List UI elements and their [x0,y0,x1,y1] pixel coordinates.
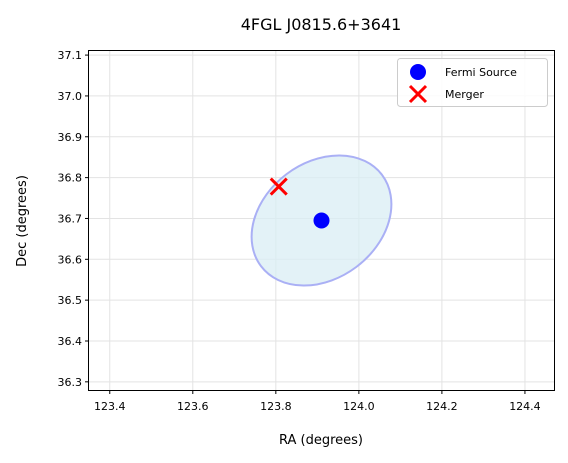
y-tick-label: 36.3 [58,376,83,389]
plot-frame [88,50,555,391]
data-marks [269,177,330,229]
merger-point [269,177,288,196]
x-tick-label: 124.2 [426,400,458,413]
x-tick-label: 123.8 [260,400,292,413]
x-tick-label: 124.4 [509,400,541,413]
legend-entries: Fermi Source Merger [408,64,517,104]
y-tick-label: 36.9 [58,131,83,144]
legend-label: Fermi Source [445,66,517,79]
y-tick-label: 36.5 [58,294,83,307]
legend-marker-merger [408,84,428,104]
x-tick-label: 123.6 [177,400,209,413]
x-axis-label: RA (degrees) [279,433,363,448]
y-tick-label: 37.1 [58,49,83,62]
axis-ticks: 123.4 123.6 123.8 124.0 124.2 124.4 36.3 36.4 36… [58,49,541,413]
chart-title: 4FGL J0815.6+3641 [241,15,402,34]
x-tick-label: 123.4 [94,400,126,413]
y-tick-label: 36.7 [58,212,83,225]
fermi-source-point [313,212,330,229]
legend-label: Merger [445,88,484,101]
legend-box [397,58,548,107]
y-tick-label: 36.6 [58,253,83,266]
x-tick-label: 124.0 [343,400,375,413]
y-tick-label: 37.0 [58,90,83,103]
y-axis-label: Dec (degrees) [15,175,30,267]
legend-marker-fermi-source [410,64,426,80]
y-tick-label: 36.8 [58,172,83,185]
legend: Fermi Source Merger [397,58,548,107]
y-tick-label: 36.4 [58,335,83,348]
